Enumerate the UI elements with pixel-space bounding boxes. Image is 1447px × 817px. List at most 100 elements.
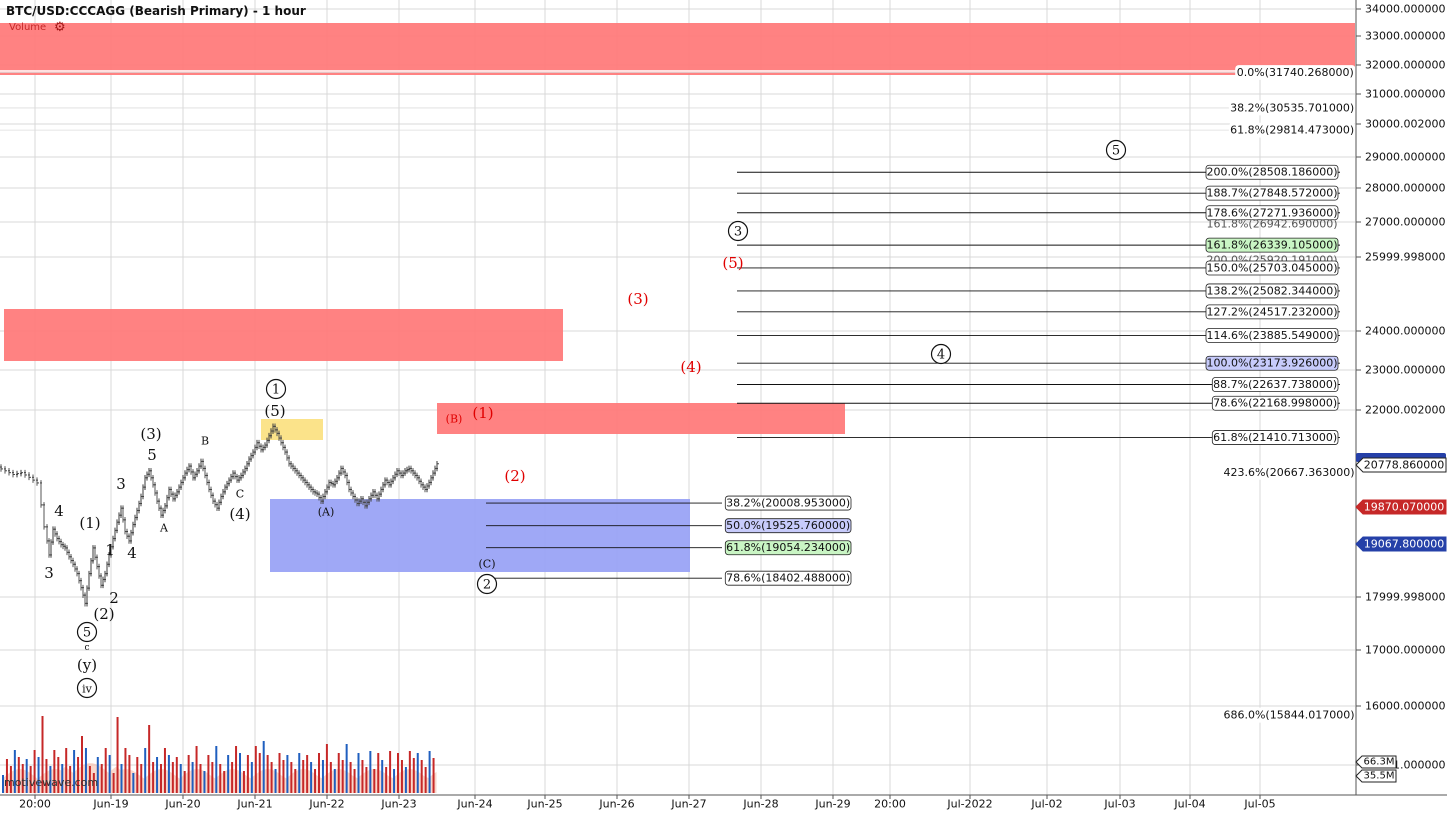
fib-label-box <box>1205 304 1339 320</box>
price-badge-label: 20778.860000 <box>1364 459 1444 472</box>
wave-label: 5 <box>83 626 91 641</box>
volume-bar <box>195 746 198 793</box>
wave-circle <box>727 220 749 242</box>
volume-bar <box>381 760 384 793</box>
gear-icon[interactable]: ⚙ <box>54 20 66 35</box>
price-axis-bg <box>1356 0 1447 813</box>
volume-bar <box>306 755 309 793</box>
price-tick-label: 31000.000000 <box>1365 88 1445 101</box>
volume-label: Volume <box>9 22 47 33</box>
volume-bar <box>160 764 162 793</box>
volume-bar <box>353 769 356 793</box>
yellow-top-zone <box>261 419 323 440</box>
time-tick-label: Jun-29 <box>814 798 850 811</box>
volume-bar <box>278 753 281 793</box>
wave-label: 1 <box>272 383 280 398</box>
time-tick-label: Jul-02 <box>1030 798 1062 811</box>
volume-bar <box>389 751 392 793</box>
volume-bar <box>13 750 16 793</box>
fib-label-box <box>1205 237 1339 253</box>
fib-label-box <box>1235 65 1356 80</box>
volume-bar <box>144 748 147 793</box>
time-tick-label: 20:00 <box>874 798 906 811</box>
fib-label-box <box>1205 185 1339 201</box>
wave-label: (4) <box>229 505 250 523</box>
volume-bar <box>420 760 423 793</box>
time-tick-label: Jul-03 <box>1103 798 1135 811</box>
volume-bar <box>57 757 60 793</box>
volume-bar <box>61 764 64 793</box>
fib-label-box <box>1205 260 1339 276</box>
wave-circle <box>265 378 287 400</box>
volume-bar <box>242 771 245 793</box>
volume-bar <box>21 764 24 793</box>
wave-label: (3) <box>140 425 161 443</box>
wave-label: (5) <box>264 402 285 420</box>
volume-bar <box>33 750 36 793</box>
fib-label: 100.0%(23173.926000) <box>1206 357 1337 370</box>
time-tick-label: 20:00 <box>19 798 51 811</box>
volume-bar <box>77 757 80 793</box>
wave-label: iv <box>82 683 93 696</box>
price-tick-label: 27000.000000 <box>1365 216 1445 229</box>
fib-label: 423.6%(20667.363000) <box>1223 466 1354 479</box>
fib-label-box <box>1228 122 1356 138</box>
wave-label: 5 <box>147 446 157 464</box>
wave-label: 3 <box>44 564 54 582</box>
wave-circle <box>1105 139 1127 161</box>
wave-label: A <box>159 522 169 535</box>
volume-bar <box>373 769 376 793</box>
volume-bar <box>136 757 139 793</box>
wave-label: B <box>201 435 209 448</box>
volume-bar <box>223 771 226 793</box>
wave-circle <box>76 621 98 643</box>
volume-bar <box>361 760 364 793</box>
volume-bar <box>329 762 332 793</box>
price-tick-label: 25999.998000 <box>1365 251 1445 264</box>
fib-label: 686.0%(15844.017000) <box>1223 709 1354 722</box>
volume-bar <box>349 762 352 793</box>
time-tick-label: Jun-21 <box>236 798 272 811</box>
wave-label: (B) <box>446 413 463 426</box>
time-axis[interactable]: 20:00 Jun-19 Jun-20 Jun-21 Jun-22 Jun-23 Jun-2… <box>0 794 1447 813</box>
volume-bar <box>246 755 249 793</box>
wave-circle <box>930 343 952 365</box>
time-tick-label: Jun-23 <box>380 798 416 811</box>
price-tick-label: 17000.000000 <box>1365 644 1445 657</box>
wave-label: 5 <box>1112 144 1120 159</box>
time-tick-label: Jun-27 <box>670 798 706 811</box>
volume-bar <box>254 746 257 793</box>
fib-label: 61.8%(19054.234000) <box>726 541 850 554</box>
price-tick-label: 16000.000000 <box>1365 700 1445 713</box>
price-axis[interactable]: 34000.000000 33000.000000 32000.000000 3100… <box>1355 0 1447 813</box>
volume-badge <box>1355 769 1397 783</box>
volume-bar <box>69 766 72 793</box>
fib-label-box <box>1205 164 1339 180</box>
volume-bar <box>203 771 206 793</box>
volume-bar <box>81 736 83 793</box>
fib-label: 114.6%(23885.549000) <box>1206 329 1337 342</box>
volume-bar <box>321 760 324 793</box>
fib-label-box <box>1211 430 1339 445</box>
volume-bar <box>112 773 115 793</box>
time-tick-label: Jul-05 <box>1243 798 1275 811</box>
fib-label-box <box>1222 707 1356 723</box>
price-tick-label: 28000.000000 <box>1365 182 1445 195</box>
fib-label: 0.0%(31740.268000) <box>1237 66 1354 79</box>
time-tick-label: Jun-25 <box>526 798 562 811</box>
wave-circle <box>476 573 498 595</box>
volume-bar <box>128 755 131 793</box>
volume-bar <box>258 753 261 793</box>
volume-bar <box>270 762 273 793</box>
price-tick-label: 24000.000000 <box>1365 325 1445 338</box>
volume-bar <box>183 771 186 793</box>
volume-bar <box>341 760 344 793</box>
top-red-zone <box>0 23 1355 75</box>
volume-bar <box>175 757 178 793</box>
blue-support-zone <box>270 499 690 572</box>
volume-bar <box>428 751 431 793</box>
volume-bar <box>45 759 48 793</box>
volume-bar <box>116 717 119 793</box>
fib-label-box <box>1205 328 1339 343</box>
